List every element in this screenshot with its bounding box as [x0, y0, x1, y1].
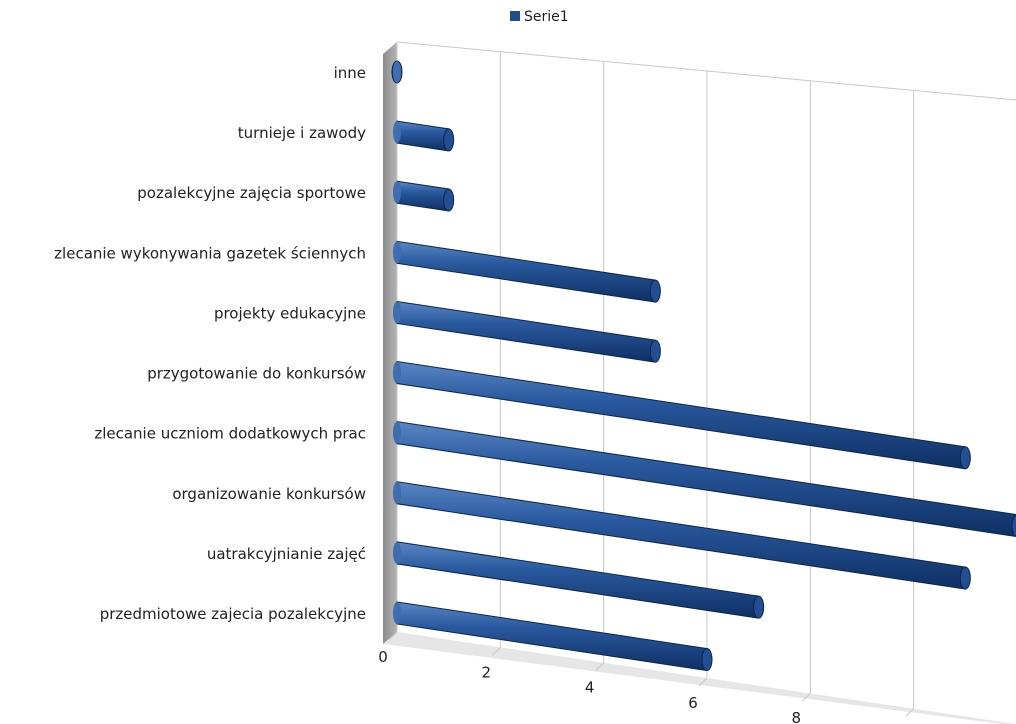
category-label: uatrakcyjnianie zajęć — [207, 545, 366, 563]
bar — [393, 481, 971, 590]
bar-base — [393, 241, 401, 264]
legend-label: Serie1 — [524, 9, 569, 25]
bar-cap — [443, 188, 455, 212]
bar — [393, 240, 661, 303]
bar-body — [396, 180, 450, 212]
x-tick-label: 0 — [378, 648, 388, 666]
top-edge — [396, 41, 1016, 101]
bar-base — [393, 181, 401, 204]
bar-cap — [649, 339, 661, 363]
bar-cap — [443, 128, 455, 152]
bar-cap — [959, 566, 971, 590]
category-labels: przedmiotowe zajecia pozalekcyjne uatrakc… — [54, 64, 366, 623]
category-label: przygotowanie do konkursów — [147, 365, 366, 383]
category-label: zlecanie uczniom dodatkowych prac — [94, 425, 366, 443]
bar-base — [393, 121, 401, 144]
tick-mark — [801, 692, 811, 702]
tick-mark — [698, 677, 708, 687]
bar-cap — [649, 279, 661, 303]
category-label: pozalekcyjne zajęcia sportowe — [137, 184, 366, 202]
bar — [393, 120, 455, 152]
bar-base — [393, 481, 401, 504]
x-tick-label: 2 — [482, 663, 492, 681]
bar-base — [393, 301, 401, 324]
x-tick-label: 6 — [688, 694, 698, 712]
bar — [391, 60, 403, 84]
bar — [393, 421, 1016, 538]
x-tick-label: 4 — [585, 679, 595, 697]
bar-cap — [959, 446, 971, 470]
category-label: projekty edukacyjne — [214, 304, 366, 322]
floor — [383, 632, 1016, 724]
category-label: turnieje i zawody — [238, 124, 366, 142]
category-label: zlecanie wykonywania gazetek ściennych — [54, 244, 366, 262]
bar-cap — [701, 648, 713, 671]
bar-body — [396, 300, 656, 363]
bar-body — [396, 240, 656, 303]
bars-group — [391, 60, 1016, 672]
bar — [393, 601, 713, 672]
bar-cap — [753, 595, 765, 619]
tick-mark — [595, 662, 605, 671]
bar-base — [393, 61, 401, 83]
bar-base — [393, 361, 401, 384]
bar — [393, 180, 455, 212]
legend-swatch — [510, 11, 520, 21]
tick-mark — [905, 708, 915, 717]
bar-body — [396, 541, 760, 619]
tick-mark — [388, 631, 398, 641]
bar-base — [393, 541, 401, 564]
bar-cap — [1011, 514, 1016, 537]
legend: Serie1 — [510, 9, 569, 25]
bar-base — [393, 421, 401, 444]
bar — [393, 300, 661, 363]
tick-mark — [491, 646, 501, 656]
gridlines — [388, 42, 915, 717]
bar-base — [393, 602, 401, 624]
bar — [393, 541, 765, 619]
x-tick-label: 8 — [792, 709, 802, 724]
category-label: inne — [334, 64, 366, 82]
x-tick-labels: 024681012 — [378, 648, 802, 724]
category-label: przedmiotowe zajecia pozalekcyjne — [100, 605, 366, 623]
bar — [393, 360, 971, 470]
bar-body — [396, 120, 450, 152]
category-label: organizowanie konkursów — [172, 485, 366, 503]
